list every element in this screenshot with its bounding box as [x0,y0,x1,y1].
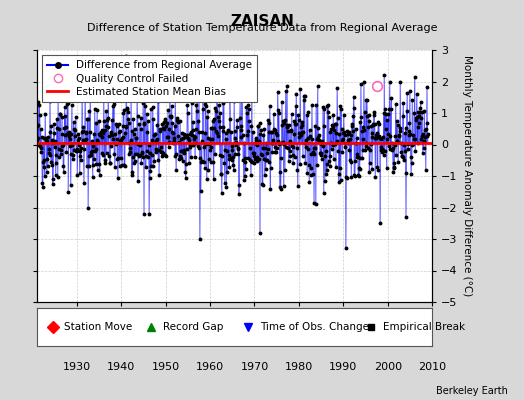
Text: ZAISAN: ZAISAN [230,14,294,29]
Text: 1930: 1930 [63,362,91,372]
Text: 1960: 1960 [196,362,224,372]
Text: 1950: 1950 [151,362,180,372]
Text: 2000: 2000 [374,362,402,372]
Text: Time of Obs. Change: Time of Obs. Change [260,322,369,332]
Text: 1940: 1940 [107,362,135,372]
Text: 1990: 1990 [329,362,357,372]
Y-axis label: Monthly Temperature Anomaly Difference (°C): Monthly Temperature Anomaly Difference (… [462,55,472,297]
Legend: Difference from Regional Average, Quality Control Failed, Estimated Station Mean: Difference from Regional Average, Qualit… [42,55,257,102]
Text: Empirical Break: Empirical Break [383,322,465,332]
Text: Station Move: Station Move [64,322,133,332]
Text: Difference of Station Temperature Data from Regional Average: Difference of Station Temperature Data f… [87,23,437,33]
Text: 1980: 1980 [285,362,313,372]
Text: 2010: 2010 [418,362,446,372]
Text: 1970: 1970 [241,362,269,372]
Text: Record Gap: Record Gap [163,322,224,332]
Text: Berkeley Earth: Berkeley Earth [436,386,508,396]
